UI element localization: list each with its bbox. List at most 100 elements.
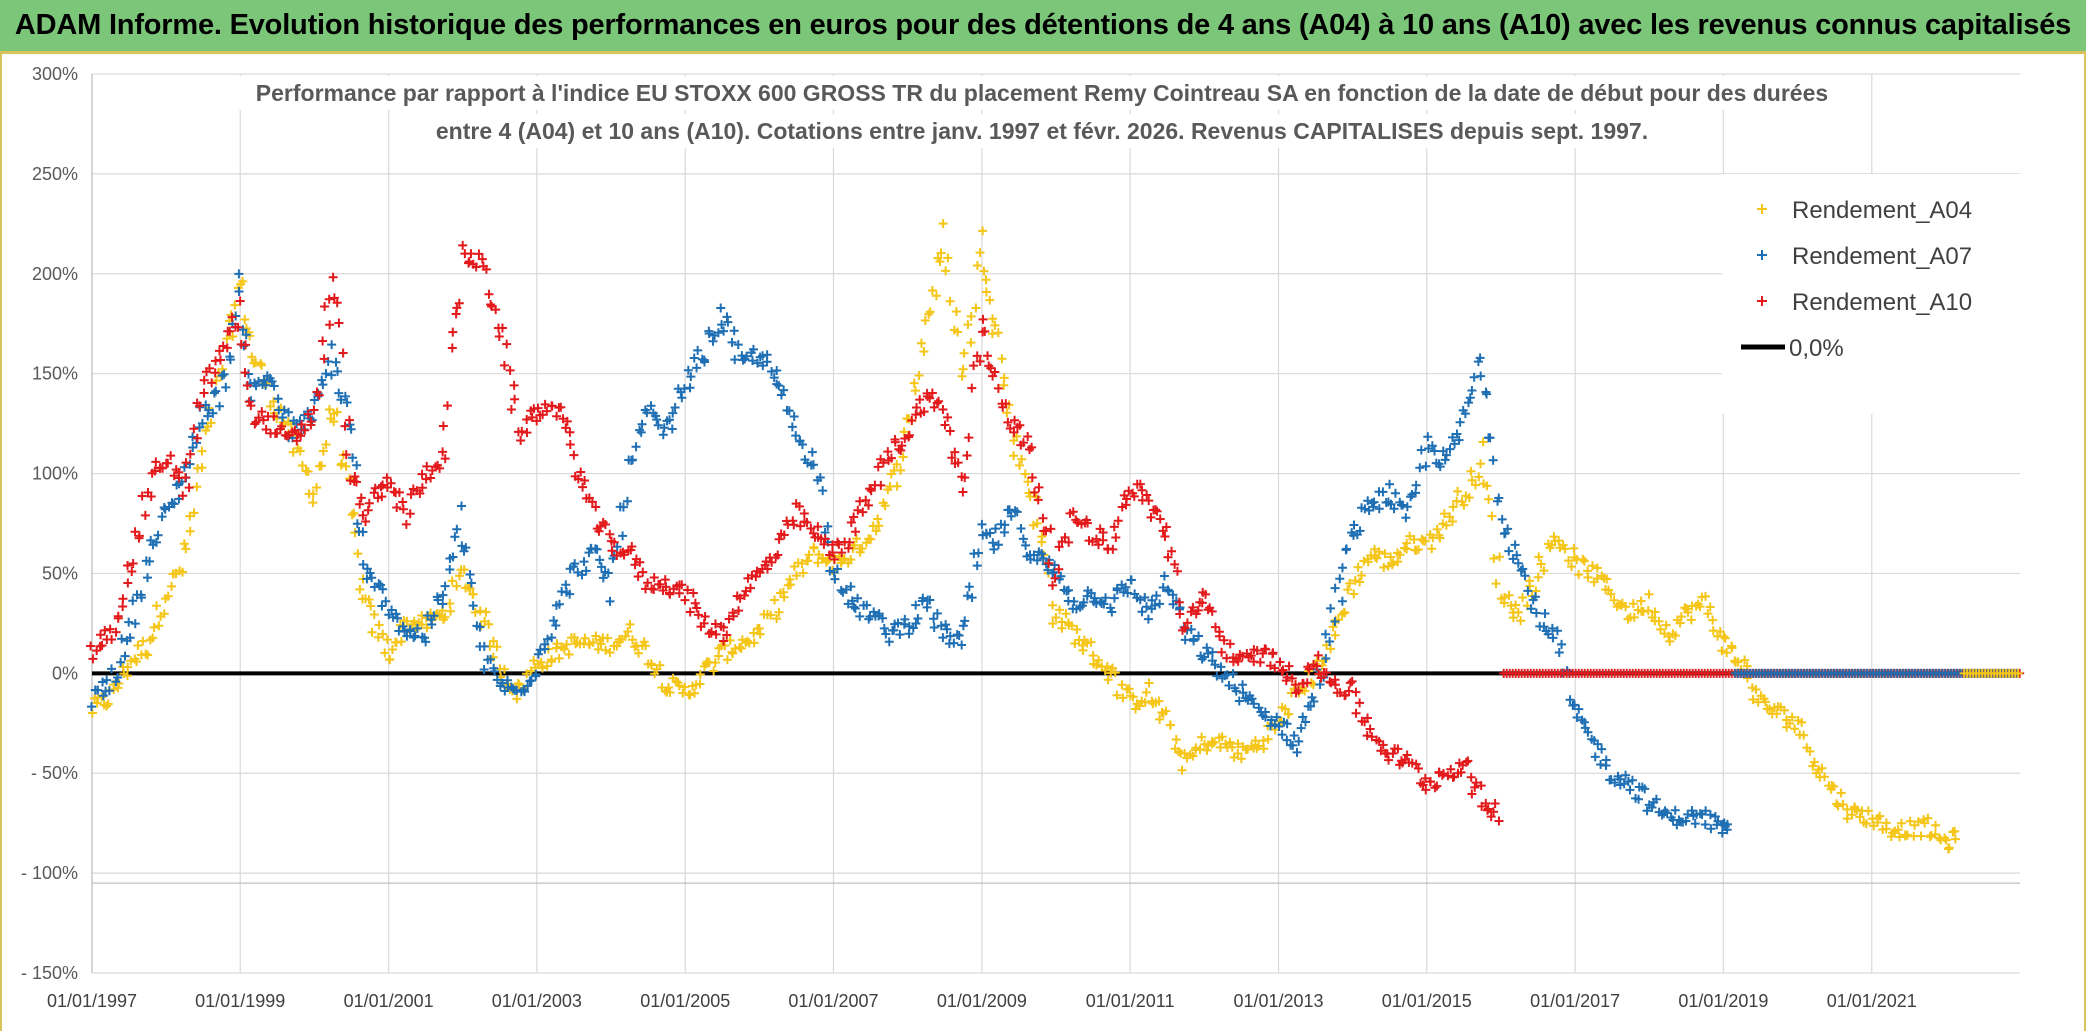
- data-point: [849, 540, 859, 550]
- data-point: [2013, 668, 2023, 678]
- data-point: [509, 380, 519, 390]
- data-point: [938, 404, 948, 414]
- data-point: [474, 249, 484, 259]
- data-point: [1061, 609, 1071, 619]
- data-point: [957, 640, 967, 650]
- data-point: [1044, 558, 1054, 568]
- data-point: [457, 541, 467, 551]
- data-point: [983, 351, 993, 361]
- data-point: [913, 614, 923, 624]
- data-point: [1343, 585, 1353, 595]
- data-point: [1015, 420, 1025, 430]
- data-point: [1255, 657, 1265, 667]
- data-point: [717, 320, 727, 330]
- data-point: [1913, 817, 1923, 827]
- data-point: [938, 633, 948, 643]
- data-point: [1060, 532, 1070, 542]
- data-point: [143, 650, 153, 660]
- data-point: [204, 363, 214, 373]
- data-point: [1012, 507, 1022, 517]
- data-point: [942, 624, 952, 634]
- data-point: [1380, 549, 1390, 559]
- data-point: [554, 653, 564, 663]
- data-point: [319, 354, 329, 364]
- y-tick-label: 50%: [42, 563, 78, 583]
- data-point: [1225, 737, 1235, 747]
- data-point: [1530, 592, 1540, 602]
- y-tick-label: 300%: [32, 64, 78, 84]
- data-point: [369, 609, 379, 619]
- data-point: [971, 303, 981, 313]
- data-point: [1760, 697, 1770, 707]
- data-point: [542, 661, 552, 671]
- data-point: [98, 691, 108, 701]
- data-point: [402, 631, 412, 641]
- data-point: [1484, 494, 1494, 504]
- data-point: [1126, 575, 1136, 585]
- x-tick-label: 01/01/2007: [788, 991, 878, 1011]
- data-point: [105, 624, 115, 634]
- data-point: [261, 380, 271, 390]
- data-point: [1088, 650, 1098, 660]
- data-point: [1850, 803, 1860, 813]
- data-point: [1351, 687, 1361, 697]
- data-point: [1155, 599, 1165, 609]
- data-point: [1453, 486, 1463, 496]
- data-point: [1277, 666, 1287, 676]
- data-point: [710, 658, 720, 668]
- data-point: [573, 474, 583, 484]
- data-point: [829, 554, 839, 564]
- data-point: [1757, 250, 1767, 260]
- data-point: [488, 636, 498, 646]
- data-point: [846, 582, 856, 592]
- data-point: [1643, 606, 1653, 616]
- data-point: [762, 357, 772, 367]
- data-point: [1345, 678, 1355, 688]
- data-point: [736, 643, 746, 653]
- data-point: [966, 338, 976, 348]
- data-point: [945, 631, 955, 641]
- data-point: [1395, 550, 1405, 560]
- data-point: [766, 610, 776, 620]
- data-point: [1606, 589, 1616, 599]
- data-point: [1207, 606, 1217, 616]
- y-tick-label: 200%: [32, 264, 78, 284]
- data-point: [1536, 559, 1546, 569]
- data-point: [846, 518, 856, 528]
- data-point: [479, 641, 489, 651]
- data-point: [609, 537, 619, 547]
- data-point: [945, 426, 955, 436]
- data-point: [100, 625, 110, 635]
- data-point: [1321, 668, 1331, 678]
- data-point: [978, 314, 988, 324]
- data-point: [234, 286, 244, 296]
- data-point: [677, 580, 687, 590]
- data-point: [86, 641, 96, 651]
- data-point: [1386, 552, 1396, 562]
- data-point: [667, 424, 677, 434]
- data-point: [426, 473, 436, 483]
- data-point: [1466, 772, 1476, 782]
- data-point: [850, 604, 860, 614]
- data-point: [123, 662, 133, 672]
- data-point: [1037, 548, 1047, 558]
- data-point: [1210, 660, 1220, 670]
- data-point: [719, 326, 729, 336]
- data-point: [179, 539, 189, 549]
- data-point: [1016, 524, 1026, 534]
- data-point: [358, 527, 368, 537]
- data-point: [208, 408, 218, 418]
- data-point: [1463, 398, 1473, 408]
- data-point: [1452, 429, 1462, 439]
- data-point: [1680, 603, 1690, 613]
- data-point: [1370, 552, 1380, 562]
- data-point: [674, 588, 684, 598]
- data-point: [265, 401, 275, 411]
- data-point: [1579, 556, 1589, 566]
- x-tick-label: 01/01/2015: [1382, 991, 1472, 1011]
- x-tick-label: 01/01/2011: [1086, 991, 1175, 1011]
- data-point: [605, 596, 615, 606]
- data-point: [1719, 632, 1729, 642]
- data-point: [1278, 665, 1288, 675]
- data-point: [358, 560, 368, 570]
